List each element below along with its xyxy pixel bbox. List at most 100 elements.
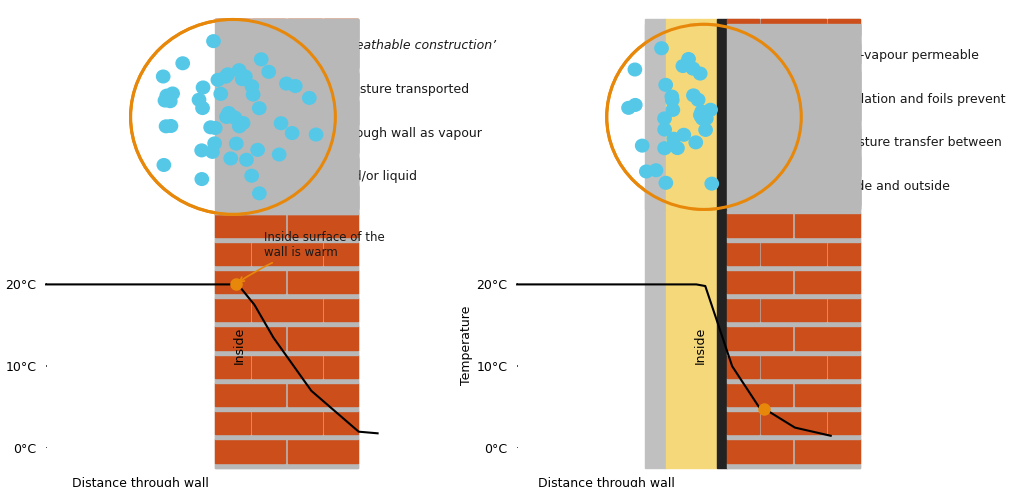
Circle shape <box>667 104 680 116</box>
Bar <box>215 378 358 383</box>
Bar <box>215 434 358 439</box>
Circle shape <box>160 120 173 132</box>
Text: and/or liquid: and/or liquid <box>338 170 417 184</box>
Bar <box>252 101 322 125</box>
Bar <box>324 355 358 378</box>
Circle shape <box>160 89 173 102</box>
Circle shape <box>655 42 669 55</box>
Bar <box>324 242 358 265</box>
Text: Inside: Inside <box>693 327 707 364</box>
Circle shape <box>640 165 653 178</box>
Bar <box>727 463 860 468</box>
Bar <box>215 73 285 96</box>
Circle shape <box>289 80 302 93</box>
Bar <box>252 411 322 434</box>
Bar <box>324 411 358 434</box>
Circle shape <box>228 112 242 124</box>
Bar <box>795 270 860 293</box>
Circle shape <box>303 92 316 104</box>
Circle shape <box>251 144 264 156</box>
Bar <box>215 293 358 298</box>
Circle shape <box>206 146 219 158</box>
Circle shape <box>208 137 221 150</box>
Bar <box>215 463 358 468</box>
Bar <box>727 125 793 148</box>
Circle shape <box>629 63 642 76</box>
Bar <box>727 92 860 96</box>
Text: through wall as vapour: through wall as vapour <box>338 127 482 140</box>
Circle shape <box>695 105 709 118</box>
Circle shape <box>221 68 234 81</box>
Bar <box>727 19 759 39</box>
Bar <box>795 326 860 350</box>
Bar <box>727 321 860 326</box>
Circle shape <box>676 60 689 73</box>
Bar <box>762 72 825 95</box>
Circle shape <box>667 132 680 145</box>
Bar <box>727 24 860 209</box>
Circle shape <box>658 123 672 136</box>
Bar <box>727 129 759 152</box>
Bar <box>727 124 860 129</box>
Circle shape <box>226 111 240 123</box>
Bar <box>727 95 860 100</box>
Text: Temperature: Temperature <box>461 306 473 385</box>
Bar <box>727 208 860 213</box>
Bar <box>727 185 759 208</box>
Bar <box>215 350 358 355</box>
Circle shape <box>207 35 220 47</box>
Circle shape <box>272 148 286 161</box>
Circle shape <box>606 24 801 209</box>
Circle shape <box>677 129 690 141</box>
Bar <box>215 383 285 406</box>
Bar <box>215 39 358 44</box>
Bar <box>727 355 759 378</box>
Bar <box>289 73 358 96</box>
Text: Inside: Inside <box>232 327 246 364</box>
Bar <box>645 19 666 468</box>
Circle shape <box>232 64 246 76</box>
Circle shape <box>232 120 246 132</box>
Bar <box>252 158 322 181</box>
Bar <box>289 19 358 40</box>
Bar <box>252 298 322 321</box>
Bar <box>727 44 793 67</box>
Bar <box>324 298 358 321</box>
Bar <box>795 213 860 237</box>
Circle shape <box>247 88 260 101</box>
Circle shape <box>239 70 252 83</box>
Circle shape <box>253 102 266 114</box>
Bar <box>215 411 250 434</box>
Bar <box>727 213 793 237</box>
Bar <box>215 19 358 468</box>
Circle shape <box>687 89 700 102</box>
Circle shape <box>224 152 238 165</box>
Bar <box>727 153 759 176</box>
Circle shape <box>245 169 258 182</box>
Text: Non-vapour permeable: Non-vapour permeable <box>835 49 979 62</box>
Bar <box>795 157 860 180</box>
Bar <box>727 148 860 153</box>
Bar <box>289 439 358 463</box>
Circle shape <box>220 111 233 123</box>
Bar <box>727 411 759 434</box>
Bar <box>215 72 250 95</box>
Circle shape <box>691 94 705 106</box>
Bar <box>827 40 860 63</box>
Bar <box>727 237 860 242</box>
Circle shape <box>164 120 177 132</box>
Bar <box>762 185 825 208</box>
Bar <box>727 24 793 35</box>
Circle shape <box>699 112 713 125</box>
Circle shape <box>309 128 323 141</box>
Bar <box>215 213 285 237</box>
Bar <box>215 19 285 40</box>
Bar <box>727 180 860 185</box>
Bar <box>252 129 322 152</box>
Bar <box>215 208 358 213</box>
Bar <box>795 100 860 124</box>
Bar <box>289 157 358 180</box>
Bar <box>215 124 358 129</box>
Bar <box>827 129 860 152</box>
Bar <box>727 350 860 355</box>
